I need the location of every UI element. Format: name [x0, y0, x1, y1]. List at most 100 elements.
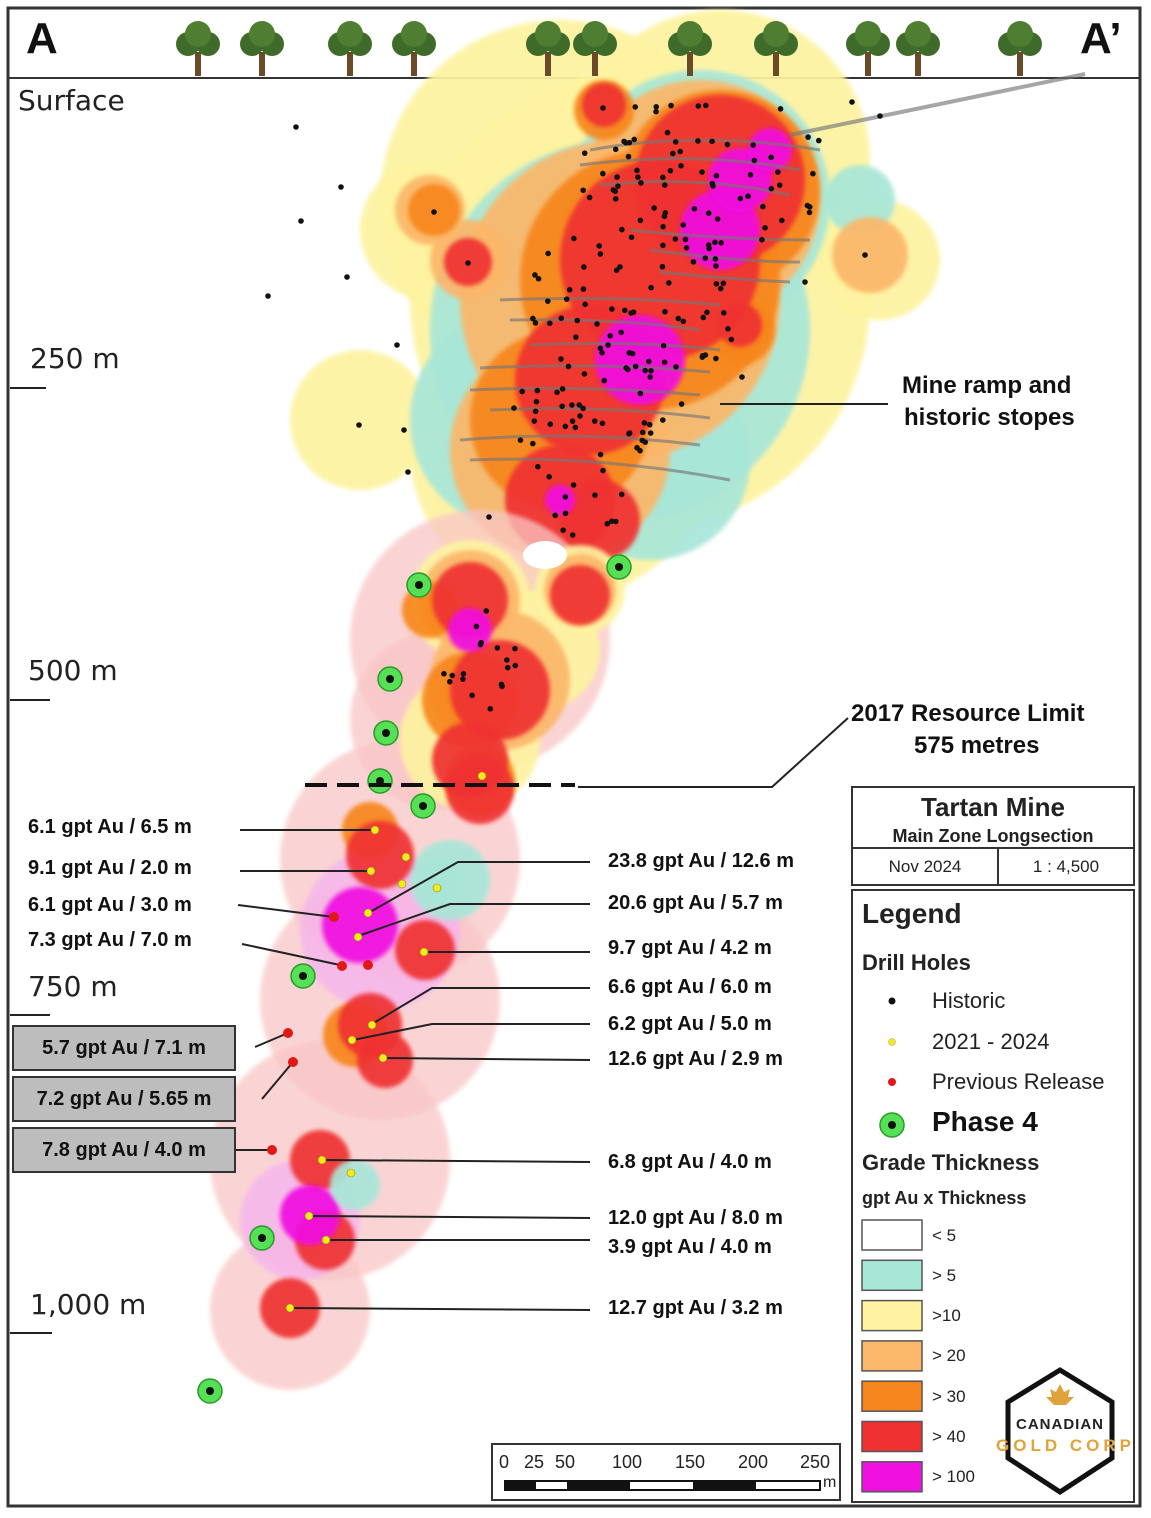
phase4-hole [410, 793, 436, 819]
phase4-hole [606, 554, 632, 580]
phase4-hole [406, 572, 432, 598]
tree-icon [573, 21, 617, 76]
historic-drill-holes [265, 99, 883, 712]
title-box-subtitle: Main Zone Longsection [892, 826, 1094, 846]
depth-label-500: 500 m [28, 654, 118, 687]
title-box-date: Nov 2024 [888, 857, 962, 876]
legend-symbols [879, 997, 905, 1138]
scale-tick-250: 250 [800, 1452, 831, 1472]
legend-historic-label: Historic [932, 988, 1006, 1013]
phase4-hole [290, 963, 316, 989]
tree-icon [176, 21, 220, 76]
legend-grade-swatch [861, 1420, 923, 1453]
tree-icon [328, 21, 372, 76]
legend-title: Legend [862, 898, 962, 929]
tree-icon [240, 21, 284, 76]
scale-tick-150: 150 [675, 1452, 706, 1472]
title-box [851, 786, 1135, 886]
leader-lines [236, 829, 591, 1311]
tree-icon [896, 21, 940, 76]
phase4-hole [373, 720, 399, 746]
phase4-hole [377, 666, 403, 692]
scale-bar [491, 1443, 841, 1501]
intercept-right-7: 6.8 gpt Au / 4.0 m [608, 1151, 772, 1173]
scale-tick-50: 50 [555, 1452, 576, 1472]
logo-line-1: CANADIAN [1016, 1416, 1104, 1433]
legend-previous-label: Previous Release [932, 1069, 1105, 1094]
phase4-hole [197, 1378, 223, 1404]
legend-2021-dot [888, 1038, 896, 1046]
depth-label-750: 750 m [28, 970, 118, 1003]
legend-grade-subtitle: gpt Au x Thickness [862, 1188, 1027, 1208]
tree-icon [392, 21, 436, 76]
surface-label: Surface [18, 84, 125, 117]
title-box-scale: 1 : 4,500 [1032, 857, 1100, 876]
resource-limit-label-1: 2017 Resource Limit [851, 700, 1085, 727]
depth-label-250: 250 m [30, 342, 120, 375]
legend-grade-title: Grade Thickness [862, 1150, 1040, 1175]
section-label-a: A [26, 14, 58, 63]
phase4-hole [249, 1225, 275, 1251]
intercept-left-2: 9.1 gpt Au / 2.0 m [28, 857, 192, 879]
intercept-right-6: 12.6 gpt Au / 2.9 m [608, 1048, 783, 1070]
intercept-box-2: 7.2 gpt Au / 5.65 m [12, 1076, 236, 1122]
legend-historic-dot [888, 997, 896, 1005]
legend-previous-dot [888, 1078, 896, 1086]
legend-grade-label-3: >10 [932, 1306, 961, 1325]
tree-icon [754, 21, 798, 76]
legend-grade-label-1: < 5 [932, 1226, 957, 1245]
legend-grade-swatch [861, 1219, 923, 1251]
legend-2021-label: 2021 - 2024 [932, 1029, 1050, 1054]
section-label-a-prime: A’ [1080, 14, 1122, 63]
intercept-right-4: 6.6 gpt Au / 6.0 m [608, 976, 772, 998]
tree-icon [846, 21, 890, 76]
intercept-holes [267, 771, 487, 1313]
intercept-right-2: 20.6 gpt Au / 5.7 m [608, 892, 783, 914]
intercept-box-3: 7.8 gpt Au / 4.0 m [12, 1127, 236, 1173]
legend-grade-label-4: > 20 [932, 1346, 966, 1365]
logo-leaf-icon [1046, 1384, 1074, 1405]
intercept-left-4: 7.3 gpt Au / 7.0 m [28, 929, 192, 951]
mine-ramp-label-2: historic stopes [904, 404, 1075, 431]
intercept-left-1: 6.1 gpt Au / 6.5 m [28, 816, 192, 838]
tree-icon [998, 21, 1042, 76]
resource-limit-leader [578, 717, 849, 788]
canadian-gold-logo [1005, 1367, 1115, 1495]
intercept-right-9: 3.9 gpt Au / 4.0 m [608, 1236, 772, 1258]
phase4-hole [367, 768, 393, 794]
legend-swatches [861, 1219, 923, 1493]
legend-grade-swatch [861, 1340, 923, 1372]
scale-tick-200: 200 [738, 1452, 769, 1472]
tree-icon [668, 21, 712, 76]
resource-limit-label-2: 575 metres [914, 732, 1040, 759]
scale-tick-100: 100 [612, 1452, 643, 1472]
scale-tick-0: 0 [499, 1452, 510, 1472]
depth-label-1000: 1,000 m [30, 1288, 147, 1321]
scale-tick-25: 25 [524, 1452, 545, 1472]
title-box-title: Tartan Mine [921, 792, 1065, 822]
intercept-right-1: 23.8 gpt Au / 12.6 m [608, 850, 794, 872]
depth-ticks [10, 387, 52, 1334]
intercept-right-8: 12.0 gpt Au / 8.0 m [608, 1207, 783, 1229]
intercept-box-1: 5.7 gpt Au / 7.1 m [12, 1025, 236, 1071]
stope-traces [459, 72, 1086, 482]
trees [176, 21, 1042, 76]
phase4-holes [197, 554, 632, 1404]
scale-unit: m [823, 1474, 837, 1491]
intercept-right-10: 12.7 gpt Au / 3.2 m [608, 1297, 783, 1319]
tree-icon [526, 21, 570, 76]
intercept-right-3: 9.7 gpt Au / 4.2 m [608, 937, 772, 959]
legend-grade-swatch [861, 1299, 923, 1332]
logo-line-2: GOLD CORP [996, 1436, 1135, 1455]
intercept-right-5: 6.2 gpt Au / 5.0 m [608, 1013, 772, 1035]
legend-grade-label-6: > 40 [932, 1427, 966, 1446]
legend-grade-swatch [861, 1259, 923, 1292]
legend-grade-swatch [861, 1380, 923, 1412]
legend-grade-label-5: > 30 [932, 1387, 966, 1406]
legend-grade-swatch [861, 1461, 923, 1493]
legend-grade-label-2: > 5 [932, 1266, 957, 1285]
legend-drill-holes-title: Drill Holes [862, 950, 971, 975]
legend-grade-label-7: > 100 [932, 1467, 976, 1486]
intercept-left-3: 6.1 gpt Au / 3.0 m [28, 894, 192, 916]
